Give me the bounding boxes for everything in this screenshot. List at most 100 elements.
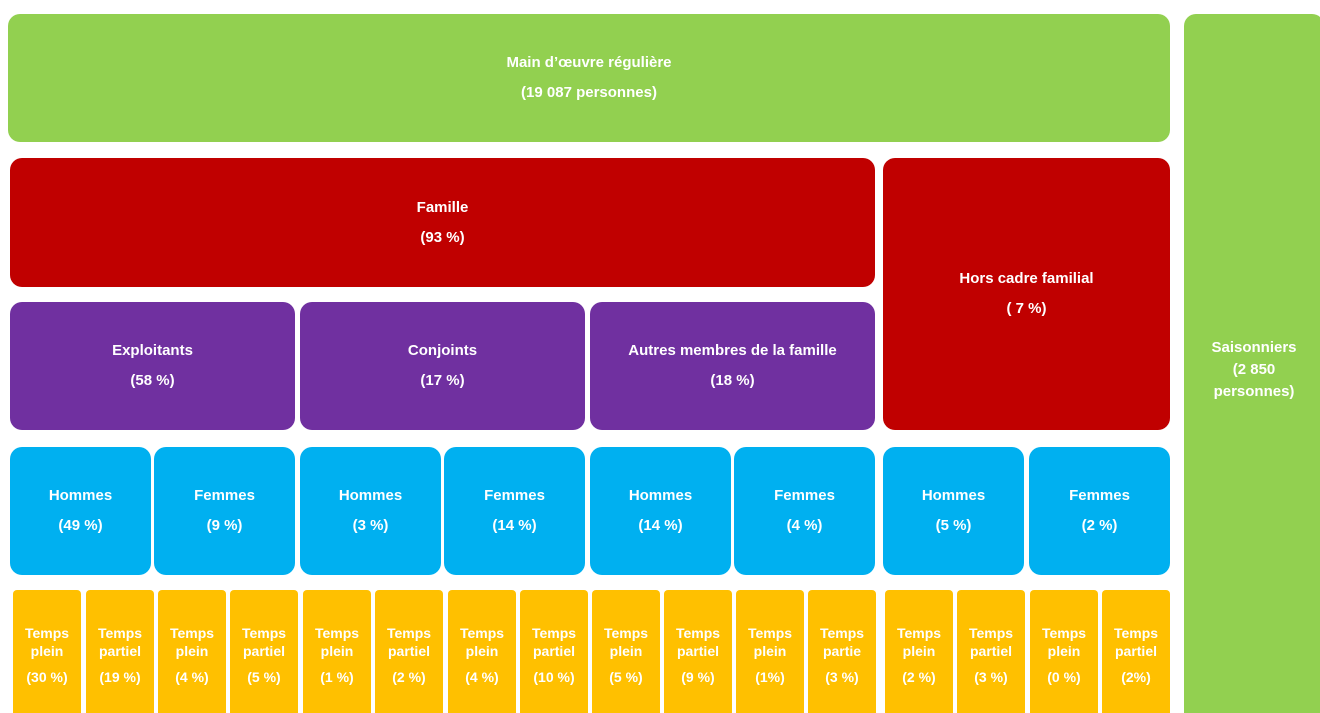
duration-box: Temps partiel (2%) bbox=[1102, 590, 1170, 713]
box-label: (4 %) bbox=[175, 669, 209, 685]
box-label: (5 %) bbox=[609, 669, 643, 685]
box-label: plein bbox=[175, 643, 209, 659]
box-label: (4 %) bbox=[465, 669, 499, 685]
box-label: Femmes bbox=[774, 487, 835, 504]
box-label: plein bbox=[320, 643, 354, 659]
box-label: partiel bbox=[1114, 643, 1157, 659]
box-label: Hommes bbox=[338, 487, 403, 504]
box-label: Temps bbox=[386, 625, 432, 641]
group-box: Conjoints (17 %) bbox=[300, 302, 585, 430]
box-label: (93 %) bbox=[420, 228, 465, 246]
gender-box: Hommes (5 %) bbox=[883, 447, 1024, 575]
box-label: (2 850 bbox=[1232, 361, 1276, 378]
box-label: Hommes bbox=[921, 487, 986, 504]
box-label: Saisonniers bbox=[1211, 339, 1297, 356]
box-label: Femmes bbox=[194, 487, 255, 504]
box-label: plein bbox=[30, 643, 64, 659]
duration-box: Temps partiel (2 %) bbox=[375, 590, 443, 713]
group-box: Autres membres de la famille (18 %) bbox=[590, 302, 875, 430]
box-label: (49 %) bbox=[58, 517, 103, 534]
box-label: (3 %) bbox=[352, 517, 389, 534]
box-label: Temps bbox=[169, 625, 215, 641]
box-label: (1%) bbox=[755, 669, 785, 685]
box-label: Hors cadre familial bbox=[959, 270, 1094, 287]
box-label: partie bbox=[822, 643, 862, 659]
box-label: Temps bbox=[1041, 625, 1087, 641]
box-label: (4 %) bbox=[786, 517, 823, 534]
box-label: (17 %) bbox=[420, 372, 465, 389]
box-label: (1 %) bbox=[320, 669, 354, 685]
duration-box: Temps partiel (9 %) bbox=[664, 590, 732, 713]
box-label: Famille bbox=[416, 198, 469, 216]
box-label: Temps bbox=[24, 625, 70, 641]
box-label: Temps bbox=[603, 625, 649, 641]
group-box: Exploitants (58 %) bbox=[10, 302, 295, 430]
box-label: Temps bbox=[747, 625, 793, 641]
duration-box: Temps plein (2 %) bbox=[885, 590, 953, 713]
box-label: (9 %) bbox=[206, 517, 243, 534]
box-label: partiel bbox=[676, 643, 719, 659]
box-label: (3 %) bbox=[825, 669, 859, 685]
box-label: Femmes bbox=[1069, 487, 1130, 504]
box-label: personnes) bbox=[1213, 383, 1295, 400]
box-label: (30 %) bbox=[26, 669, 68, 685]
box-label: ( 7 %) bbox=[1006, 300, 1047, 317]
box-label: partiel bbox=[242, 643, 285, 659]
box-label: Hommes bbox=[628, 487, 693, 504]
non-family-box: Hors cadre familial ( 7 %) bbox=[883, 158, 1170, 430]
gender-box: Femmes (4 %) bbox=[734, 447, 875, 575]
box-label: Temps bbox=[459, 625, 505, 641]
box-label: (2 %) bbox=[902, 669, 936, 685]
box-label: partiel bbox=[98, 643, 141, 659]
box-label: partiel bbox=[387, 643, 430, 659]
box-label: Hommes bbox=[48, 487, 113, 504]
duration-box: Temps plein (1%) bbox=[736, 590, 804, 713]
box-label: (10 %) bbox=[533, 669, 575, 685]
box-label: (14 %) bbox=[638, 517, 683, 534]
box-label: Temps bbox=[819, 625, 865, 641]
duration-box: Temps partie (3 %) bbox=[808, 590, 876, 713]
gender-box: Hommes (14 %) bbox=[590, 447, 731, 575]
gender-box: Hommes (49 %) bbox=[10, 447, 151, 575]
duration-box: Temps partiel (5 %) bbox=[230, 590, 298, 713]
box-label: (18 %) bbox=[710, 372, 755, 389]
duration-box: Temps plein (1 %) bbox=[303, 590, 371, 713]
box-label: (2 %) bbox=[1081, 517, 1118, 534]
duration-box: Temps partiel (19 %) bbox=[86, 590, 154, 713]
box-label: Temps bbox=[241, 625, 287, 641]
box-label: (3 %) bbox=[974, 669, 1008, 685]
box-label: plein bbox=[902, 643, 936, 659]
box-label: Temps bbox=[896, 625, 942, 641]
total-box: Main d’œuvre régulière (19 087 personnes) bbox=[8, 14, 1170, 142]
box-label: (5 %) bbox=[247, 669, 281, 685]
box-label: (19 087 personnes) bbox=[521, 84, 657, 101]
box-label: (58 %) bbox=[130, 372, 175, 389]
box-label: Temps bbox=[314, 625, 360, 641]
gender-box: Femmes (2 %) bbox=[1029, 447, 1170, 575]
box-label: (2 %) bbox=[392, 669, 426, 685]
box-label: Temps bbox=[675, 625, 721, 641]
box-label: Main d’œuvre régulière bbox=[506, 54, 672, 71]
duration-box: Temps plein (30 %) bbox=[13, 590, 81, 713]
box-label: plein bbox=[609, 643, 643, 659]
gender-box: Femmes (9 %) bbox=[154, 447, 295, 575]
duration-box: Temps partiel (10 %) bbox=[520, 590, 588, 713]
box-label: Temps bbox=[531, 625, 577, 641]
gender-box: Femmes (14 %) bbox=[444, 447, 585, 575]
box-label: (9 %) bbox=[681, 669, 715, 685]
box-label: (5 %) bbox=[935, 517, 972, 534]
box-label: Exploitants bbox=[112, 342, 193, 359]
box-label: partiel bbox=[969, 643, 1012, 659]
family-box: Famille (93 %) bbox=[10, 158, 875, 287]
box-label: (14 %) bbox=[492, 517, 537, 534]
box-label: (2%) bbox=[1121, 669, 1151, 685]
box-label: partiel bbox=[532, 643, 575, 659]
gender-box: Hommes (3 %) bbox=[300, 447, 441, 575]
box-label: Femmes bbox=[484, 487, 545, 504]
duration-box: Temps plein (4 %) bbox=[158, 590, 226, 713]
box-label: plein bbox=[465, 643, 499, 659]
box-label: plein bbox=[1047, 643, 1081, 659]
box-label: Temps bbox=[1113, 625, 1159, 641]
box-label: Temps bbox=[968, 625, 1014, 641]
